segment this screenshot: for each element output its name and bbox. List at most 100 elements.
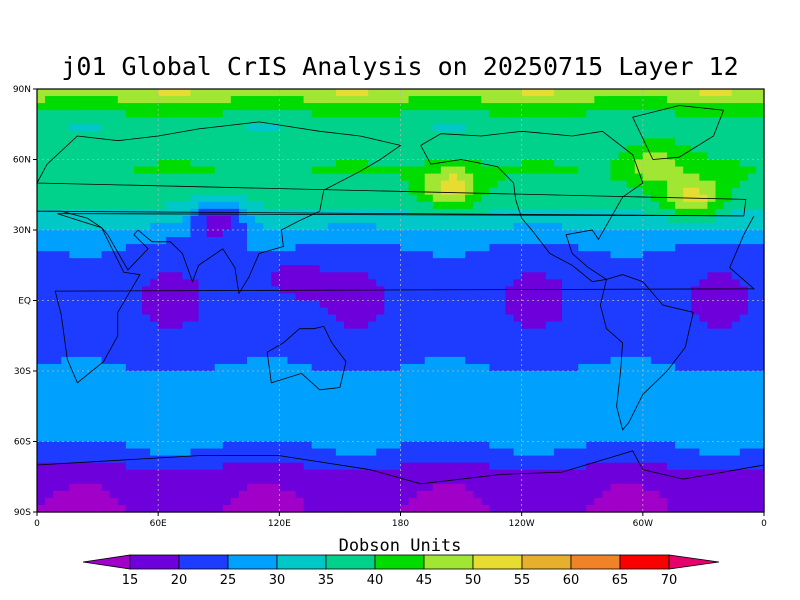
map-cell	[578, 110, 587, 118]
map-cell	[142, 131, 151, 139]
map-cell	[190, 363, 200, 372]
map-cell	[723, 124, 733, 132]
map-cell	[473, 286, 482, 295]
map-cell	[537, 201, 547, 210]
map-cell	[529, 335, 539, 344]
map-cell	[448, 286, 458, 295]
map-cell	[457, 251, 466, 259]
map-cell	[53, 244, 62, 252]
map-cell	[699, 349, 709, 358]
map-cell	[667, 237, 676, 245]
map-cell	[271, 293, 280, 302]
map-cell	[658, 159, 668, 168]
map-cell	[85, 265, 95, 273]
map-cell	[747, 413, 757, 421]
map-cell	[93, 215, 103, 224]
map-cell	[327, 201, 337, 210]
map-cell	[610, 131, 620, 139]
map-cell	[69, 110, 78, 118]
map-cell	[553, 201, 563, 210]
map-cell	[642, 279, 652, 287]
map-cell	[699, 321, 709, 330]
map-cell	[586, 342, 595, 351]
map-cell	[174, 378, 183, 386]
map-cell	[182, 244, 192, 252]
map-cell	[602, 413, 612, 421]
map-cell	[271, 279, 280, 287]
map-cell	[311, 378, 321, 386]
map-cell	[368, 258, 377, 266]
map-cell	[505, 244, 515, 252]
map-cell	[343, 96, 353, 104]
map-cell	[505, 385, 515, 393]
map-cell	[214, 265, 224, 273]
map-cell	[392, 420, 402, 428]
map-cell	[465, 237, 474, 245]
map-cell	[198, 96, 208, 104]
map-cell	[335, 399, 345, 407]
map-cell	[739, 166, 749, 175]
map-cell	[610, 244, 620, 252]
map-cell	[311, 103, 321, 111]
map-cell	[343, 201, 353, 210]
map-cell	[222, 117, 232, 125]
map-cell	[707, 138, 717, 146]
map-cell	[626, 321, 636, 330]
map-cell	[683, 455, 692, 464]
map-cell	[214, 117, 224, 125]
map-cell	[335, 180, 345, 189]
map-cell	[303, 342, 313, 351]
map-cell	[198, 476, 208, 485]
map-cell	[610, 462, 620, 471]
map-cell	[497, 194, 507, 203]
map-cell	[707, 272, 717, 280]
map-cell	[45, 413, 54, 421]
map-cell	[271, 356, 280, 365]
map-cell	[158, 441, 167, 450]
map-cell	[562, 166, 571, 175]
map-cell	[618, 378, 628, 386]
map-cell	[683, 131, 692, 139]
map-cell	[432, 117, 442, 125]
map-cell	[465, 251, 474, 259]
map-cell	[53, 124, 62, 132]
map-cell	[263, 356, 272, 365]
map-cell	[37, 300, 46, 309]
map-cell	[521, 96, 531, 104]
map-cell	[545, 469, 555, 478]
map-cell	[545, 356, 555, 365]
map-cell	[190, 356, 200, 365]
map-cell	[376, 244, 385, 252]
map-cell	[263, 342, 272, 351]
map-cell	[667, 434, 676, 443]
map-cell	[739, 413, 749, 421]
map-cell	[424, 230, 434, 238]
map-cell	[37, 208, 46, 217]
map-cell	[667, 251, 676, 259]
map-cell	[384, 427, 394, 436]
map-cell	[448, 363, 458, 372]
map-cell	[303, 180, 313, 189]
map-cell	[271, 89, 280, 97]
map-cell	[731, 363, 741, 372]
map-cell	[424, 413, 434, 421]
map-cell	[150, 89, 159, 97]
map-cell	[69, 455, 78, 464]
map-cell	[384, 117, 394, 125]
map-cell	[626, 314, 636, 323]
map-cell	[691, 215, 700, 224]
map-cell	[473, 145, 482, 154]
map-cell	[497, 335, 507, 344]
map-cell	[392, 476, 402, 485]
map-cell	[586, 145, 595, 154]
map-cell	[465, 194, 474, 203]
map-cell	[125, 251, 135, 259]
map-cell	[53, 117, 62, 125]
map-cell	[747, 469, 757, 478]
map-cell	[675, 208, 684, 217]
map-cell	[731, 159, 741, 168]
map-cell	[610, 117, 620, 125]
map-cell	[384, 265, 394, 273]
map-cell	[343, 469, 353, 478]
map-cell	[667, 363, 676, 372]
